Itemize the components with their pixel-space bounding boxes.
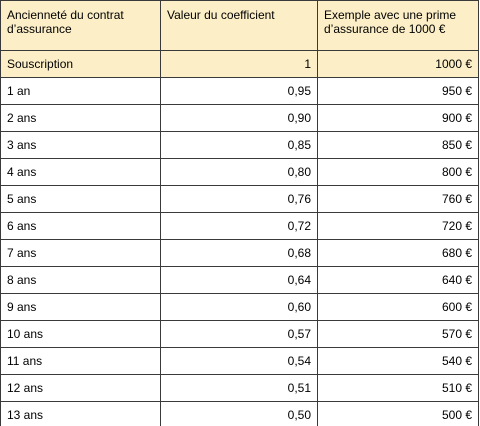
table-row: 11 ans 0,54 540 € [0, 347, 479, 375]
cell-coefficient: 0,60 [160, 293, 318, 321]
cell-contract-age: 11 ans [0, 347, 161, 375]
cell-premium: 720 € [317, 212, 479, 240]
cell-coefficient: 0,51 [160, 374, 318, 402]
cell-coefficient: 0,95 [160, 77, 318, 105]
header-contract-age: Ancienneté du contrat d’assurance [0, 0, 161, 51]
cell-coefficient: 0,50 [160, 401, 318, 426]
table-row: 1 an 0,95 950 € [0, 77, 479, 105]
cell-contract-age: 6 ans [0, 212, 161, 240]
table-row: 10 ans 0,57 570 € [0, 320, 479, 348]
table-row: 7 ans 0,68 680 € [0, 239, 479, 267]
cell-coefficient: 0,64 [160, 266, 318, 294]
cell-contract-age: 7 ans [0, 239, 161, 267]
cell-premium: 540 € [317, 347, 479, 375]
cell-coefficient: 0,72 [160, 212, 318, 240]
table-row: 3 ans 0,85 850 € [0, 131, 479, 159]
table-row: 12 ans 0,51 510 € [0, 374, 479, 402]
cell-premium: 510 € [317, 374, 479, 402]
cell-premium: 570 € [317, 320, 479, 348]
cell-contract-age: 4 ans [0, 158, 161, 186]
table-row: 2 ans 0,90 900 € [0, 104, 479, 132]
table-row: 5 ans 0,76 760 € [0, 185, 479, 213]
cell-contract-age: 2 ans [0, 104, 161, 132]
table-row: 13 ans 0,50 500 € [0, 401, 479, 426]
header-premium-example: Exemple avec une prime d’assurance de 10… [317, 0, 479, 51]
cell-coefficient: 0,57 [160, 320, 318, 348]
cell-coefficient: 0,54 [160, 347, 318, 375]
cell-premium: 1000 € [317, 50, 479, 78]
cell-contract-age: 1 an [0, 77, 161, 105]
cell-premium: 850 € [317, 131, 479, 159]
cell-premium: 640 € [317, 266, 479, 294]
cell-coefficient: 0,68 [160, 239, 318, 267]
table-row: 8 ans 0,64 640 € [0, 266, 479, 294]
cell-premium: 900 € [317, 104, 479, 132]
cell-premium: 500 € [317, 401, 479, 426]
cell-contract-age: 8 ans [0, 266, 161, 294]
cell-premium: 950 € [317, 77, 479, 105]
cell-contract-age: Souscription [0, 50, 161, 78]
cell-contract-age: 12 ans [0, 374, 161, 402]
cell-coefficient: 0,90 [160, 104, 318, 132]
cell-premium: 760 € [317, 185, 479, 213]
cell-contract-age: 9 ans [0, 293, 161, 321]
cell-premium: 680 € [317, 239, 479, 267]
table-row: 9 ans 0,60 600 € [0, 293, 479, 321]
cell-coefficient: 0,80 [160, 158, 318, 186]
cell-contract-age: 13 ans [0, 401, 161, 426]
table-row: 4 ans 0,80 800 € [0, 158, 479, 186]
cell-coefficient: 1 [160, 50, 318, 78]
cell-premium: 800 € [317, 158, 479, 186]
cell-contract-age: 3 ans [0, 131, 161, 159]
table-row: 6 ans 0,72 720 € [0, 212, 479, 240]
cell-contract-age: 10 ans [0, 320, 161, 348]
table-header-row: Ancienneté du contrat d’assurance Valeur… [0, 0, 479, 51]
cell-premium: 600 € [317, 293, 479, 321]
header-coefficient-value: Valeur du coefficient [160, 0, 318, 51]
cell-coefficient: 0,85 [160, 131, 318, 159]
cell-coefficient: 0,76 [160, 185, 318, 213]
table-row: Souscription 1 1000 € [0, 50, 479, 78]
cell-contract-age: 5 ans [0, 185, 161, 213]
